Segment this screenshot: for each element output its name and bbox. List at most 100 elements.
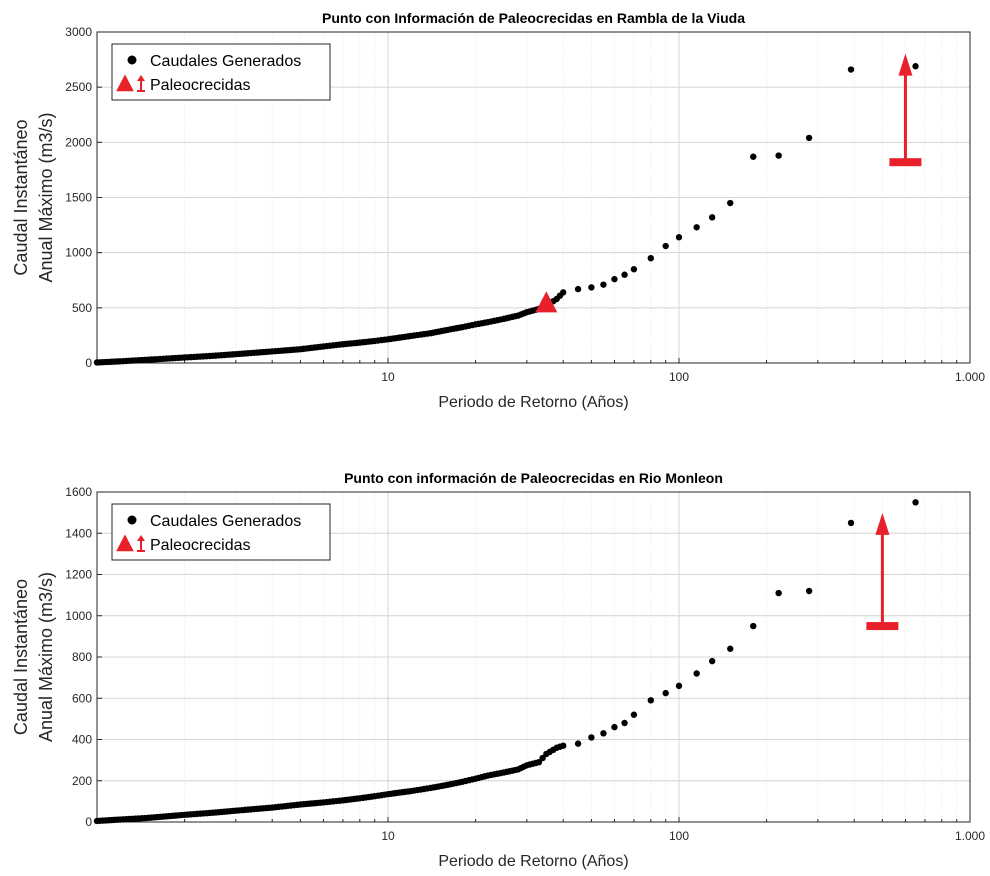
legend-arrow-head-icon	[137, 535, 145, 541]
y-tick-label: 1600	[65, 485, 92, 499]
y-tick-label: 400	[72, 733, 92, 747]
data-point	[708, 214, 716, 221]
y-tick-label: 200	[72, 774, 92, 788]
data-point	[481, 319, 488, 326]
data-point	[265, 804, 273, 812]
data-point	[424, 330, 431, 337]
data-point	[805, 587, 813, 595]
data-point	[497, 769, 504, 777]
y-tick-label: 1400	[65, 526, 92, 540]
data-point	[662, 242, 669, 250]
chart-rio-monleon: 10 100 1.000 0 200 400 600 800 1000 1200 1400 1600 P…	[11, 470, 985, 870]
data-point	[600, 281, 607, 288]
data-point	[113, 358, 121, 365]
y-tick-label: 600	[72, 691, 92, 705]
data-point	[750, 622, 757, 630]
data-point	[662, 689, 669, 697]
arrow-head	[898, 53, 913, 76]
chart-rambla-de-la-viuda: 10 100 1.000 0 500 1000 1500 2000 2500 3000 Punto …	[11, 10, 985, 411]
data-point	[294, 346, 301, 353]
data-point	[317, 799, 324, 806]
data-point	[512, 766, 519, 774]
data-point	[630, 711, 638, 718]
data-point	[113, 816, 121, 823]
legend-label-paleo: Paleocrecidas	[150, 537, 251, 554]
legend-triangle-icon	[116, 534, 134, 552]
data-point	[497, 316, 504, 323]
data-point	[675, 234, 683, 241]
data-point	[621, 271, 628, 278]
series-paleocrecidas	[866, 512, 899, 631]
legend: Caudales Generados Paleocrecidas	[111, 43, 331, 101]
data-point	[206, 809, 213, 817]
y-tick-label: 2000	[65, 135, 92, 149]
data-point	[675, 682, 683, 690]
legend-box	[111, 43, 331, 101]
data-point	[708, 657, 716, 665]
data-point	[141, 814, 149, 822]
chart-title: Punto con información de Paleocrecidas e…	[344, 470, 723, 486]
data-point	[317, 343, 324, 350]
x-axis-label: Periodo de Retorno (Años)	[438, 853, 628, 870]
data-point	[456, 779, 463, 786]
y-tick-label: 1000	[65, 609, 92, 623]
data-point	[600, 730, 607, 737]
data-point	[775, 589, 782, 597]
data-point	[550, 746, 557, 754]
data-point	[727, 199, 734, 207]
data-point	[381, 336, 388, 343]
y-axis-label-line-1: Caudal Instantáneo	[11, 579, 31, 735]
data-point	[588, 734, 595, 741]
data-point	[805, 134, 813, 142]
data-point	[630, 266, 638, 273]
legend-label-generated: Caudales Generados	[150, 513, 301, 530]
data-point	[750, 153, 757, 160]
data-point	[441, 327, 448, 334]
series-paleocrecidas	[535, 53, 922, 313]
x-tick-label: 10	[381, 829, 395, 843]
data-point	[441, 782, 448, 789]
y-tick-label: 1500	[65, 191, 92, 205]
data-point	[556, 743, 564, 750]
data-point	[512, 313, 519, 320]
data-point	[611, 723, 618, 731]
data-point	[539, 754, 546, 762]
legend-dot-icon	[127, 515, 137, 525]
data-point	[294, 801, 301, 809]
data-point	[520, 310, 528, 317]
paleo-arrow-marker	[866, 512, 899, 631]
series-caudales-generados	[93, 63, 919, 366]
legend-dot-icon	[127, 55, 137, 65]
data-point	[621, 719, 628, 727]
data-point	[693, 670, 700, 677]
data-point	[178, 354, 185, 361]
y-axis-label-line-1: Caudal Instantáneo	[11, 119, 31, 275]
data-point	[693, 224, 700, 231]
arrow-head	[875, 512, 890, 535]
y-tick-label: 500	[72, 301, 92, 315]
data-point	[532, 759, 540, 767]
data-point	[574, 285, 582, 293]
data-point	[229, 807, 237, 815]
chart-title: Punto con Información de Paleocrecidas e…	[322, 10, 745, 26]
y-tick-label: 0	[85, 815, 92, 829]
data-point	[404, 788, 412, 795]
paleo-triangle-marker	[535, 291, 558, 313]
legend-box	[111, 503, 331, 561]
y-tick-label: 0	[85, 356, 92, 370]
y-tick-label: 800	[72, 650, 92, 664]
data-point	[647, 697, 654, 704]
data-point	[265, 348, 273, 355]
data-point	[404, 333, 412, 340]
y-tick-label: 3000	[65, 25, 92, 39]
x-tick-label: 10	[381, 370, 395, 384]
data-point	[912, 63, 919, 70]
x-tick-label: 1.000	[955, 829, 985, 843]
data-point	[141, 356, 149, 364]
y-tick-label: 1200	[65, 568, 92, 582]
data-point	[368, 338, 375, 345]
data-point	[336, 341, 343, 348]
data-point	[469, 321, 476, 329]
data-point	[611, 275, 618, 283]
